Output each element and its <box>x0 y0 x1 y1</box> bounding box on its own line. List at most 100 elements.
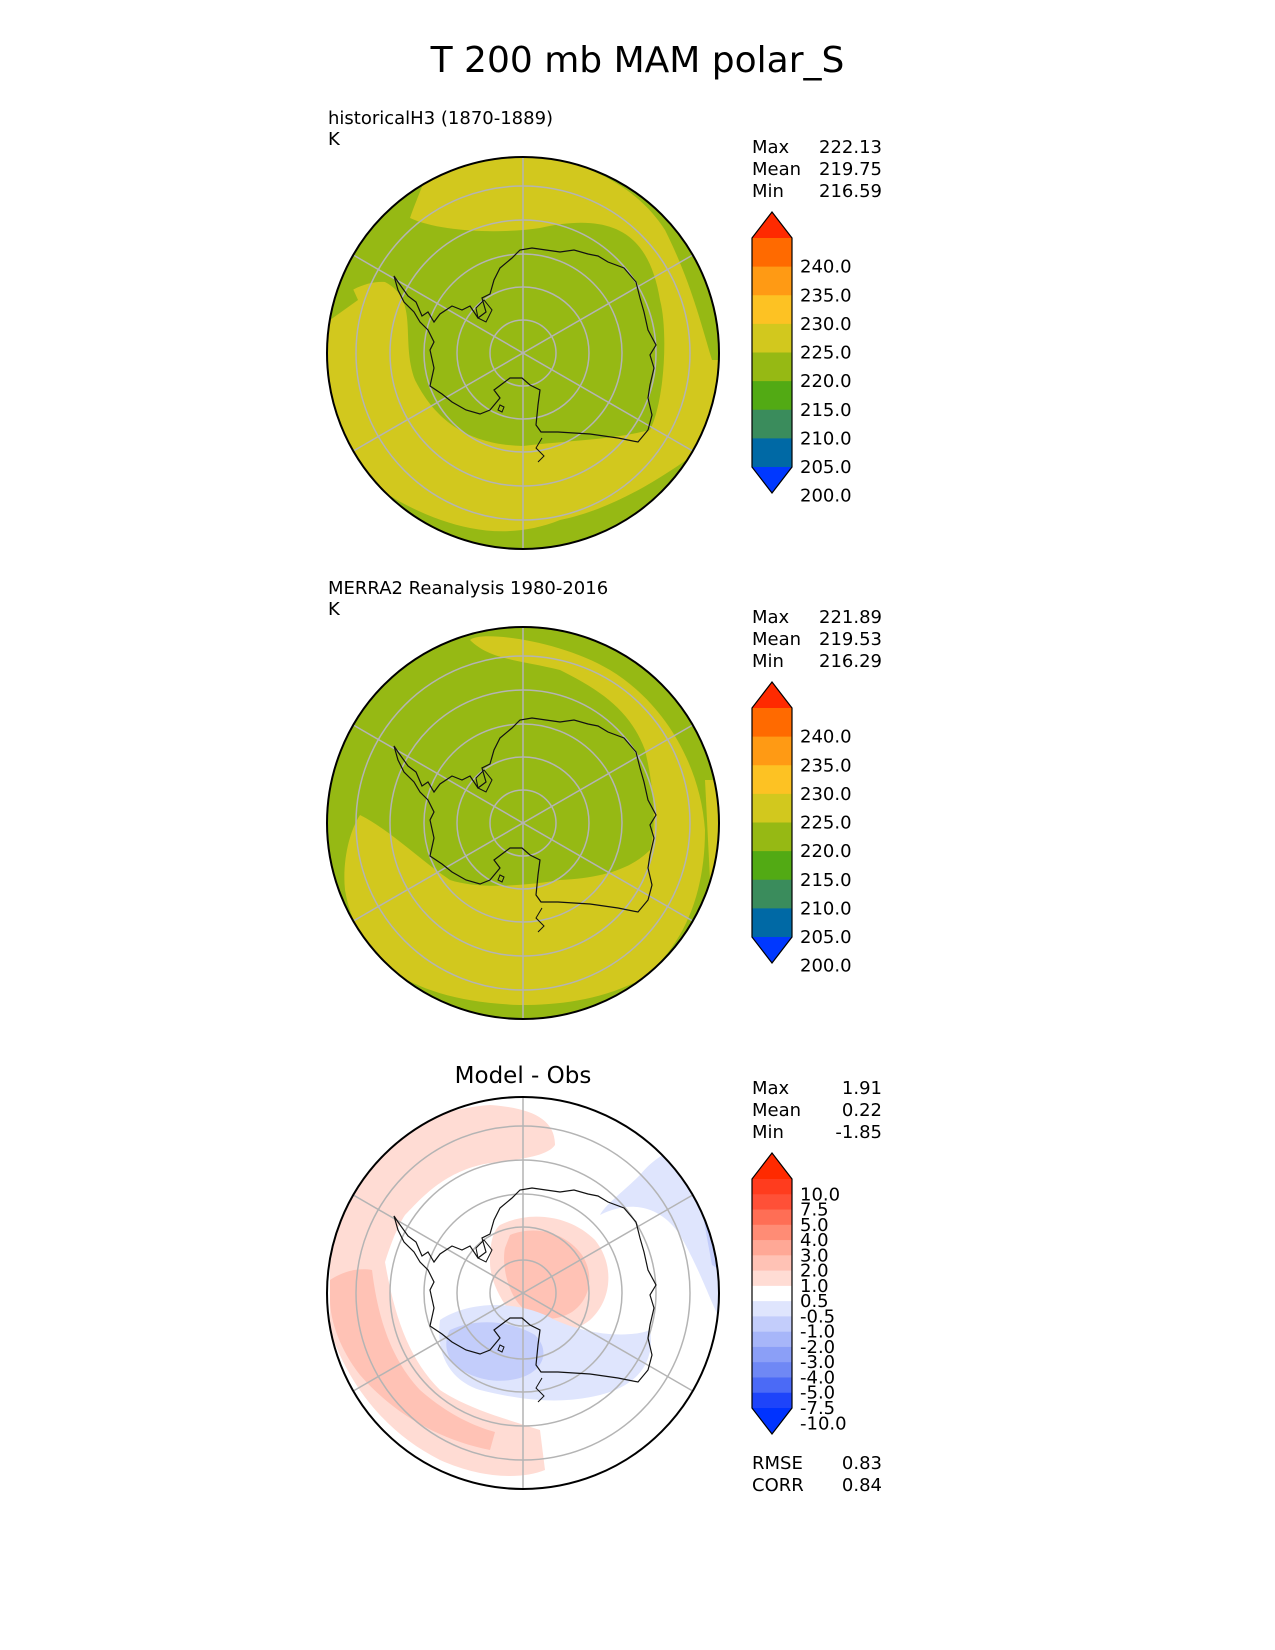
panel-model-stats: Max 222.13 Mean 219.75 Min 216.59 <box>752 137 882 203</box>
stat-label: Min <box>752 181 784 202</box>
colorbar-model-tick-label: 220.0 <box>800 371 852 392</box>
panel-model-title: historicalH3 (1870-1889) K <box>328 108 553 150</box>
colorbar-model-swatch <box>752 323 792 353</box>
stat-value: 216.59 <box>819 181 882 202</box>
colorbar-obs-swatch <box>752 708 792 738</box>
diff-pos-pole-core <box>504 1230 590 1319</box>
colorbar-obs-swatch <box>752 851 792 881</box>
stat-value: 219.53 <box>819 629 882 650</box>
colorbar-diff-swatch <box>752 1209 792 1226</box>
colorbar-diff-swatch <box>752 1392 792 1409</box>
colorbar-diff-tick-label: 2.0 <box>800 1261 829 1282</box>
colorbar-model-tick-label: 200.0 <box>800 486 852 507</box>
colorbar-obs-swatch <box>752 879 792 909</box>
panel-obs-units: K <box>328 599 340 620</box>
colorbar-diff-swatch <box>752 1377 792 1394</box>
colorbar-obs-tick-label: 215.0 <box>800 870 852 891</box>
colorbar-diff-swatch <box>752 1362 792 1378</box>
colorbar-obs-swatch <box>752 736 792 766</box>
colorbar-diff-tick-label: -0.5 <box>800 1306 835 1327</box>
colorbar-model-tick-label: 205.0 <box>800 457 852 478</box>
colorbar-model-swatch <box>752 295 792 325</box>
stat-label: Mean <box>752 629 802 650</box>
colorbar-model-swatch <box>752 352 792 382</box>
stat-label: Max <box>752 1078 790 1099</box>
colorbar-model-swatch <box>752 238 792 268</box>
colorbar-diff-tick-label: -2.0 <box>800 1337 835 1358</box>
colorbar-model-swatch <box>752 438 792 468</box>
colorbar-diff-swatch <box>752 1270 792 1287</box>
panel-obs-title: MERRA2 Reanalysis 1980-2016 K <box>328 578 608 620</box>
colorbar-obs-extend-min <box>752 937 792 963</box>
colorbar-diff-swatch <box>752 1331 792 1348</box>
colorbar-model-outline <box>751 211 793 494</box>
colorbar-diff-swatch <box>752 1316 792 1333</box>
stat-value: -1.85 <box>835 1122 882 1143</box>
panel-model-title-text: historicalH3 (1870-1889) <box>328 108 554 129</box>
colorbar-diff-outline <box>751 1152 793 1435</box>
stat-value: 1.91 <box>841 1078 882 1099</box>
colorbar-obs-swatch <box>752 793 792 823</box>
colorbar-model-swatch <box>752 409 792 439</box>
colorbar-diff-tick-label: -7.5 <box>800 1398 835 1419</box>
colorbar-obs-swatch <box>752 908 792 938</box>
stat-label: Max <box>752 137 790 158</box>
colorbar-obs-tick-label: 200.0 <box>800 956 852 977</box>
colorbar-obs-tick-label: 225.0 <box>800 813 852 834</box>
colorbar-model-tick-label: 240.0 <box>800 257 852 278</box>
stat-label: Max <box>752 607 790 628</box>
colorbar-obs-swatch <box>752 822 792 852</box>
stat-label: Mean <box>752 1100 802 1121</box>
colorbar-model-extend-min <box>752 467 792 493</box>
colorbar-diff-tick-label: 10.0 <box>800 1184 840 1205</box>
stat-value: 222.13 <box>819 137 882 158</box>
colorbar-model-swatch <box>752 381 792 411</box>
colorbar-diff-extend-min <box>752 1408 792 1434</box>
metric-value: 0.84 <box>841 1475 882 1496</box>
colorbar-diff-swatch <box>752 1285 792 1302</box>
colorbar-model-extend-max <box>752 212 792 238</box>
panel-obs-stats: Max 221.89 Mean 219.53 Min 216.29 <box>752 607 882 673</box>
stat-value: 219.75 <box>819 159 882 180</box>
colorbar-diff: 10.07.55.04.03.02.01.00.5-0.5-1.0-2.0-3.… <box>751 1152 847 1435</box>
colorbar-diff-tick-label: 3.0 <box>800 1245 829 1266</box>
colorbar-obs-tick-label: 235.0 <box>800 755 852 776</box>
colorbar-diff-tick-label: -3.0 <box>800 1352 835 1373</box>
colorbar-obs: 240.0 235.0 230.0 225.0 220.0 215.0 210.0 205.0… <box>751 681 852 977</box>
colorbar-diff-tick-label: 7.5 <box>800 1200 829 1221</box>
colorbar-diff-tick-label: -4.0 <box>800 1367 835 1388</box>
colorbar-obs-outline <box>751 681 793 964</box>
colorbar-obs-extend-max <box>752 682 792 708</box>
metric-label: CORR <box>752 1475 804 1496</box>
colorbar-obs-tick-label: 230.0 <box>800 784 852 805</box>
stat-value: 0.22 <box>841 1100 882 1121</box>
colorbar-obs-tick-label: 220.0 <box>800 841 852 862</box>
field-220-225-spiral <box>344 636 705 1005</box>
panel-diff-stats: Max 1.91 Mean 0.22 Min -1.85 <box>752 1078 882 1144</box>
colorbar-obs-tick-label: 205.0 <box>800 927 852 948</box>
colorbar-model-tick-label: 215.0 <box>800 400 852 421</box>
panel-diff-metrics: RMSE 0.83 CORR 0.84 <box>752 1453 882 1497</box>
colorbar-diff-tick-label: 1.0 <box>800 1276 829 1297</box>
colorbar-diff-tick-label: 5.0 <box>800 1215 829 1236</box>
colorbar-diff-tick-label: 0.5 <box>800 1291 829 1312</box>
colorbar-model-tick-label: 235.0 <box>800 285 852 306</box>
panel-diff-map <box>326 1096 720 1490</box>
colorbar-obs-tick-label: 210.0 <box>800 898 852 919</box>
colorbar-diff-tick-label: -1.0 <box>800 1322 835 1343</box>
colorbar-diff-swatch <box>752 1194 792 1211</box>
colorbar-diff-tick-label: -10.0 <box>800 1413 847 1434</box>
diff-pos-left-core <box>330 1269 495 1450</box>
field-220-225-band <box>327 157 719 549</box>
colorbar-diff-swatch <box>752 1224 792 1241</box>
colorbar-diff-swatch <box>752 1346 792 1363</box>
stat-value: 221.89 <box>819 607 882 628</box>
colorbar-diff-tick-label: 4.0 <box>800 1230 829 1251</box>
metric-value: 0.83 <box>841 1453 882 1474</box>
stat-label: Mean <box>752 159 802 180</box>
colorbar-model-tick-label: 225.0 <box>800 343 852 364</box>
colorbar-obs-swatch <box>752 765 792 795</box>
stat-value: 216.29 <box>819 651 882 672</box>
colorbar-diff-swatch <box>752 1179 792 1195</box>
